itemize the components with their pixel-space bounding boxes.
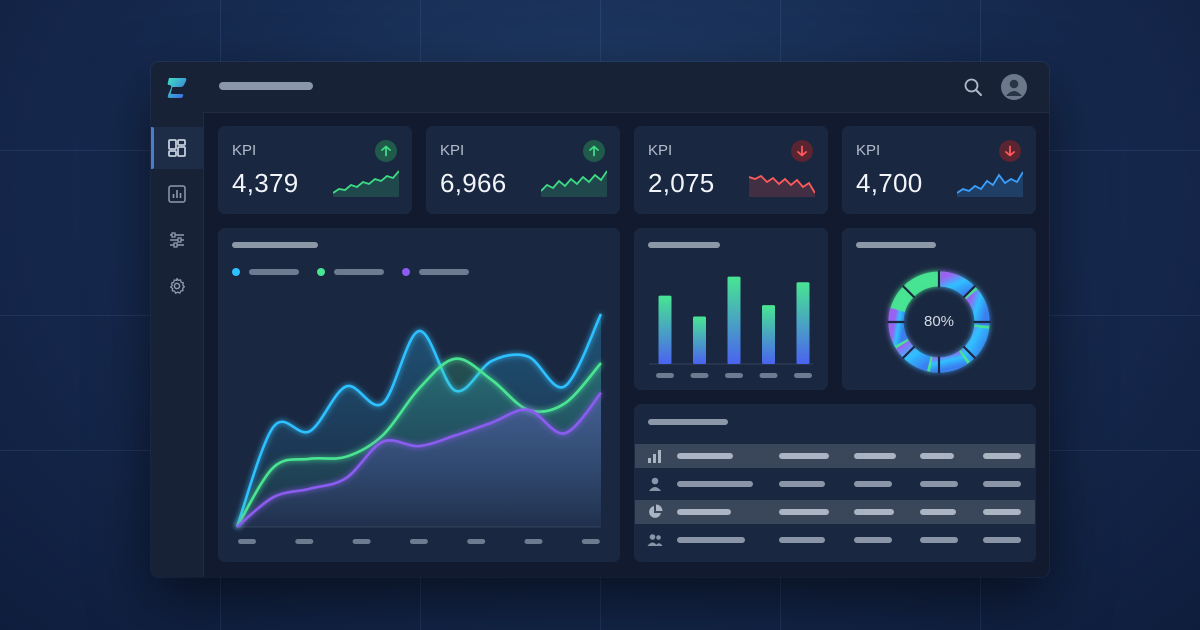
- donut-slice: [929, 351, 968, 373]
- top-bar: [203, 62, 1049, 113]
- bar-tick-placeholder: [690, 373, 709, 378]
- line-chart-card: [219, 229, 619, 561]
- series-blue-line: [235, 313, 603, 528]
- line-chart: [235, 313, 603, 544]
- trend-down-badge: [999, 140, 1021, 162]
- donut-slice: [939, 271, 976, 298]
- table-title-placeholder: [648, 419, 728, 425]
- donut-chart: [887, 270, 991, 374]
- bar-tick-placeholder: [656, 373, 674, 378]
- bar-chart-icon: [168, 185, 186, 203]
- sidebar: [151, 62, 204, 577]
- bar-chart: [649, 276, 813, 378]
- table-row[interactable]: [635, 528, 1035, 552]
- users-icon: [647, 534, 663, 546]
- bar-chart-icon: [648, 450, 661, 463]
- app-logo-icon[interactable]: [166, 76, 188, 100]
- nav-filters[interactable]: [151, 219, 203, 261]
- legend-label-placeholder: [419, 269, 469, 275]
- kpi-value: 4,700: [856, 168, 923, 198]
- trend-up-badge: [375, 140, 397, 162]
- legend-dot-green: [317, 268, 325, 276]
- bar-tick-placeholder: [794, 373, 812, 378]
- series-purple-area: [237, 392, 601, 527]
- donut-slice: [888, 307, 908, 346]
- arrow-up-icon: [381, 145, 391, 157]
- arrow-up-icon: [589, 145, 599, 157]
- bar: [796, 282, 810, 364]
- table-row[interactable]: [635, 472, 1035, 496]
- legend-label-placeholder: [334, 269, 384, 275]
- x-tick-placeholder: [524, 539, 543, 544]
- chart-title-placeholder: [648, 242, 720, 248]
- kpi-label: KPI: [648, 142, 673, 159]
- series-purple-line: [236, 391, 603, 529]
- sparkline: [333, 170, 399, 197]
- x-tick-placeholder: [581, 539, 600, 544]
- search-icon[interactable]: [963, 77, 983, 97]
- bar-tick-placeholder: [725, 373, 743, 378]
- kpi-label: KPI: [232, 142, 257, 159]
- bar: [762, 305, 775, 364]
- donut-gap: [962, 345, 977, 360]
- nav-dashboard[interactable]: [151, 127, 203, 169]
- donut-center-label: 80%: [923, 313, 955, 330]
- series-green-line: [235, 357, 602, 528]
- kpi-card-3[interactable]: KPI 2,075: [635, 127, 827, 213]
- sparkline: [541, 170, 607, 197]
- legend-dot-purple: [402, 268, 410, 276]
- x-tick-placeholder: [238, 539, 256, 544]
- kpi-label: KPI: [856, 142, 881, 159]
- gear-icon: [170, 277, 186, 294]
- dashboard-icon: [168, 139, 186, 157]
- sparkline: [957, 171, 1023, 197]
- legend-dot-blue: [232, 268, 240, 276]
- kpi-card-1[interactable]: KPI 4,379: [219, 127, 411, 213]
- donut-slice: [960, 326, 990, 362]
- x-tick-placeholder: [352, 539, 371, 544]
- kpi-label: KPI: [440, 142, 465, 159]
- donut-slice: [896, 340, 931, 372]
- bar: [727, 276, 741, 364]
- donut-gap: [901, 345, 916, 360]
- table-row[interactable]: [635, 500, 1035, 524]
- kpi-value: 2,075: [648, 168, 715, 198]
- user-icon: [649, 477, 661, 491]
- x-tick-placeholder: [467, 539, 486, 544]
- kpi-card-2[interactable]: KPI 6,966: [427, 127, 619, 213]
- chart-title-placeholder: [232, 242, 318, 248]
- donut-gap: [901, 284, 916, 299]
- kpi-card-4[interactable]: KPI 4,700: [843, 127, 1035, 213]
- page-title-placeholder: [219, 82, 313, 90]
- sparkline: [749, 174, 815, 197]
- donut-chart-card: 80%: [843, 229, 1035, 389]
- dashboard-window: KPI 4,379 KPI 6,966 KPI 2,075: [151, 62, 1049, 577]
- sliders-icon: [170, 232, 184, 248]
- bar-chart-card: [635, 229, 827, 389]
- arrow-down-icon: [797, 145, 807, 157]
- bar: [658, 295, 672, 364]
- nav-analytics[interactable]: [151, 173, 203, 215]
- chart-title-placeholder: [856, 242, 936, 248]
- user-avatar-icon: [1006, 79, 1022, 96]
- donut-gap: [962, 284, 977, 299]
- pie-chart-icon: [649, 504, 663, 518]
- nav-settings[interactable]: [151, 265, 203, 307]
- trend-down-badge: [791, 140, 813, 162]
- x-tick-placeholder: [409, 539, 428, 544]
- table-row[interactable]: [635, 444, 1035, 468]
- trend-up-badge: [583, 140, 605, 162]
- x-tick-placeholder: [295, 539, 314, 544]
- bar: [693, 316, 706, 364]
- table-card: [635, 405, 1035, 561]
- legend-label-placeholder: [249, 269, 299, 275]
- kpi-value: 6,966: [440, 168, 507, 198]
- kpi-value: 4,379: [232, 168, 299, 198]
- user-avatar[interactable]: [1001, 74, 1027, 100]
- arrow-down-icon: [1005, 145, 1015, 157]
- bar-tick-placeholder: [759, 373, 778, 378]
